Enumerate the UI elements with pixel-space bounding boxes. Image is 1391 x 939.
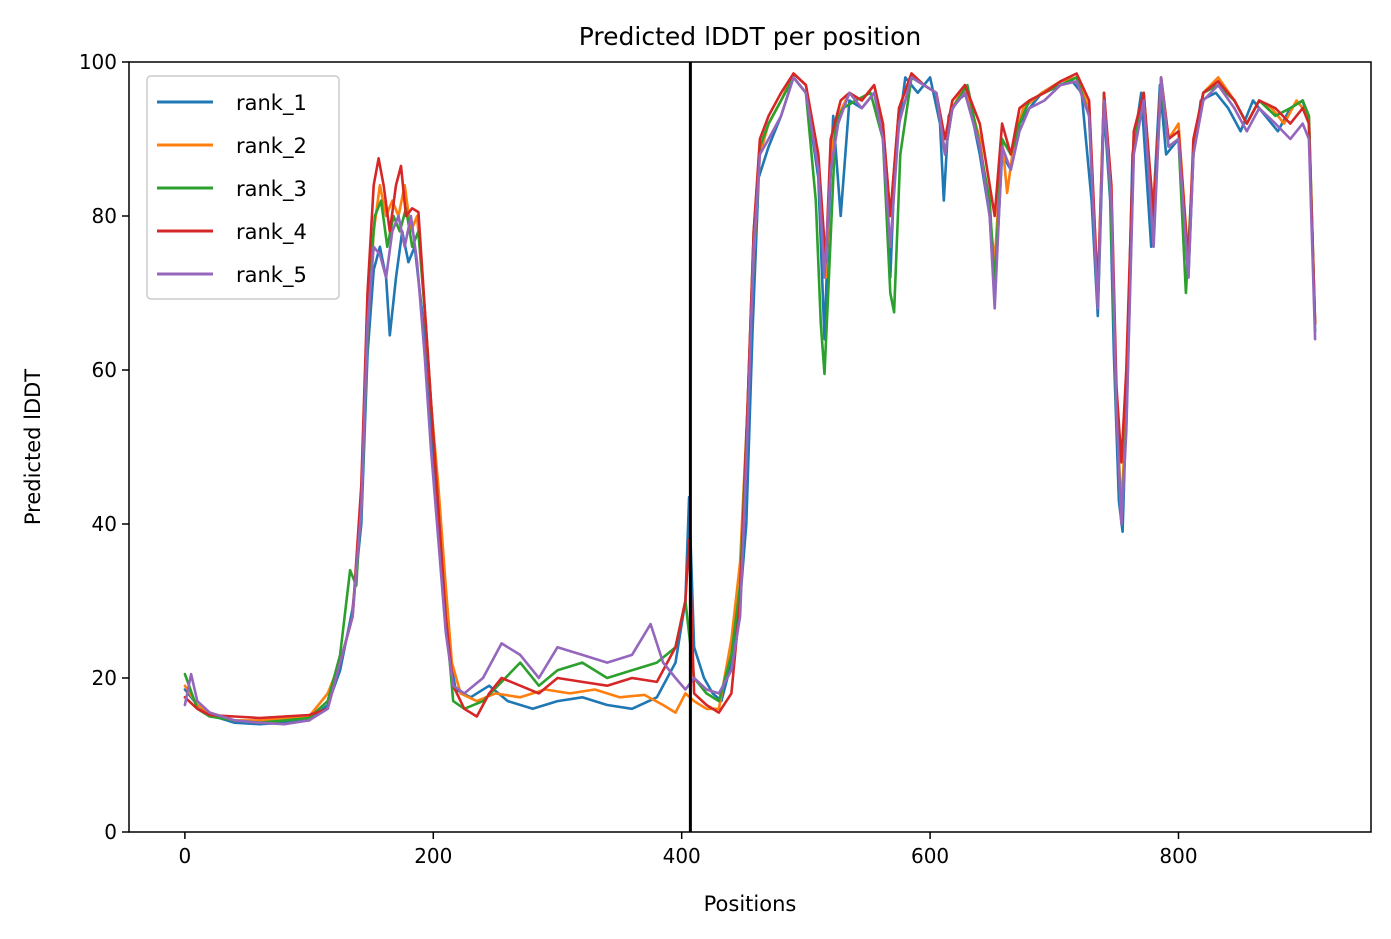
x-tick-label: 0 bbox=[179, 844, 192, 868]
series-lines bbox=[183, 72, 1317, 726]
x-tick-label: 200 bbox=[414, 844, 452, 868]
y-tick-label: 60 bbox=[92, 358, 117, 382]
y-tick-label: 0 bbox=[104, 820, 117, 844]
plot-area: 0 200 400 600 800 0 20 40 60 80 100 bbox=[79, 50, 1372, 868]
x-tick-label: 400 bbox=[663, 844, 701, 868]
legend-label: rank_4 bbox=[236, 220, 307, 245]
y-axis-title: Predicted lDDT bbox=[21, 369, 45, 525]
legend-label: rank_2 bbox=[236, 134, 307, 159]
y-tick-label: 80 bbox=[92, 204, 117, 228]
legend-box bbox=[146, 75, 340, 300]
series-line-rank_1 bbox=[183, 76, 1317, 726]
x-axis-title: Positions bbox=[704, 892, 797, 916]
y-tick-label: 20 bbox=[92, 666, 117, 690]
legend-label: rank_1 bbox=[236, 91, 307, 116]
legend-label: rank_3 bbox=[236, 177, 307, 202]
legend-label: rank_5 bbox=[236, 263, 307, 288]
series-line-rank_4 bbox=[183, 72, 1317, 720]
series-line-rank_5 bbox=[183, 76, 1317, 726]
y-tick-label: 100 bbox=[79, 50, 117, 74]
x-tick-label: 600 bbox=[911, 844, 949, 868]
chart-title: Predicted lDDT per position bbox=[579, 22, 921, 51]
plot-frame bbox=[128, 61, 1372, 833]
y-tick-label: 40 bbox=[92, 512, 117, 536]
x-tick-label: 800 bbox=[1159, 844, 1197, 868]
legend: rank_1 rank_2 rank_3 rank_4 rank_5 bbox=[146, 75, 340, 300]
